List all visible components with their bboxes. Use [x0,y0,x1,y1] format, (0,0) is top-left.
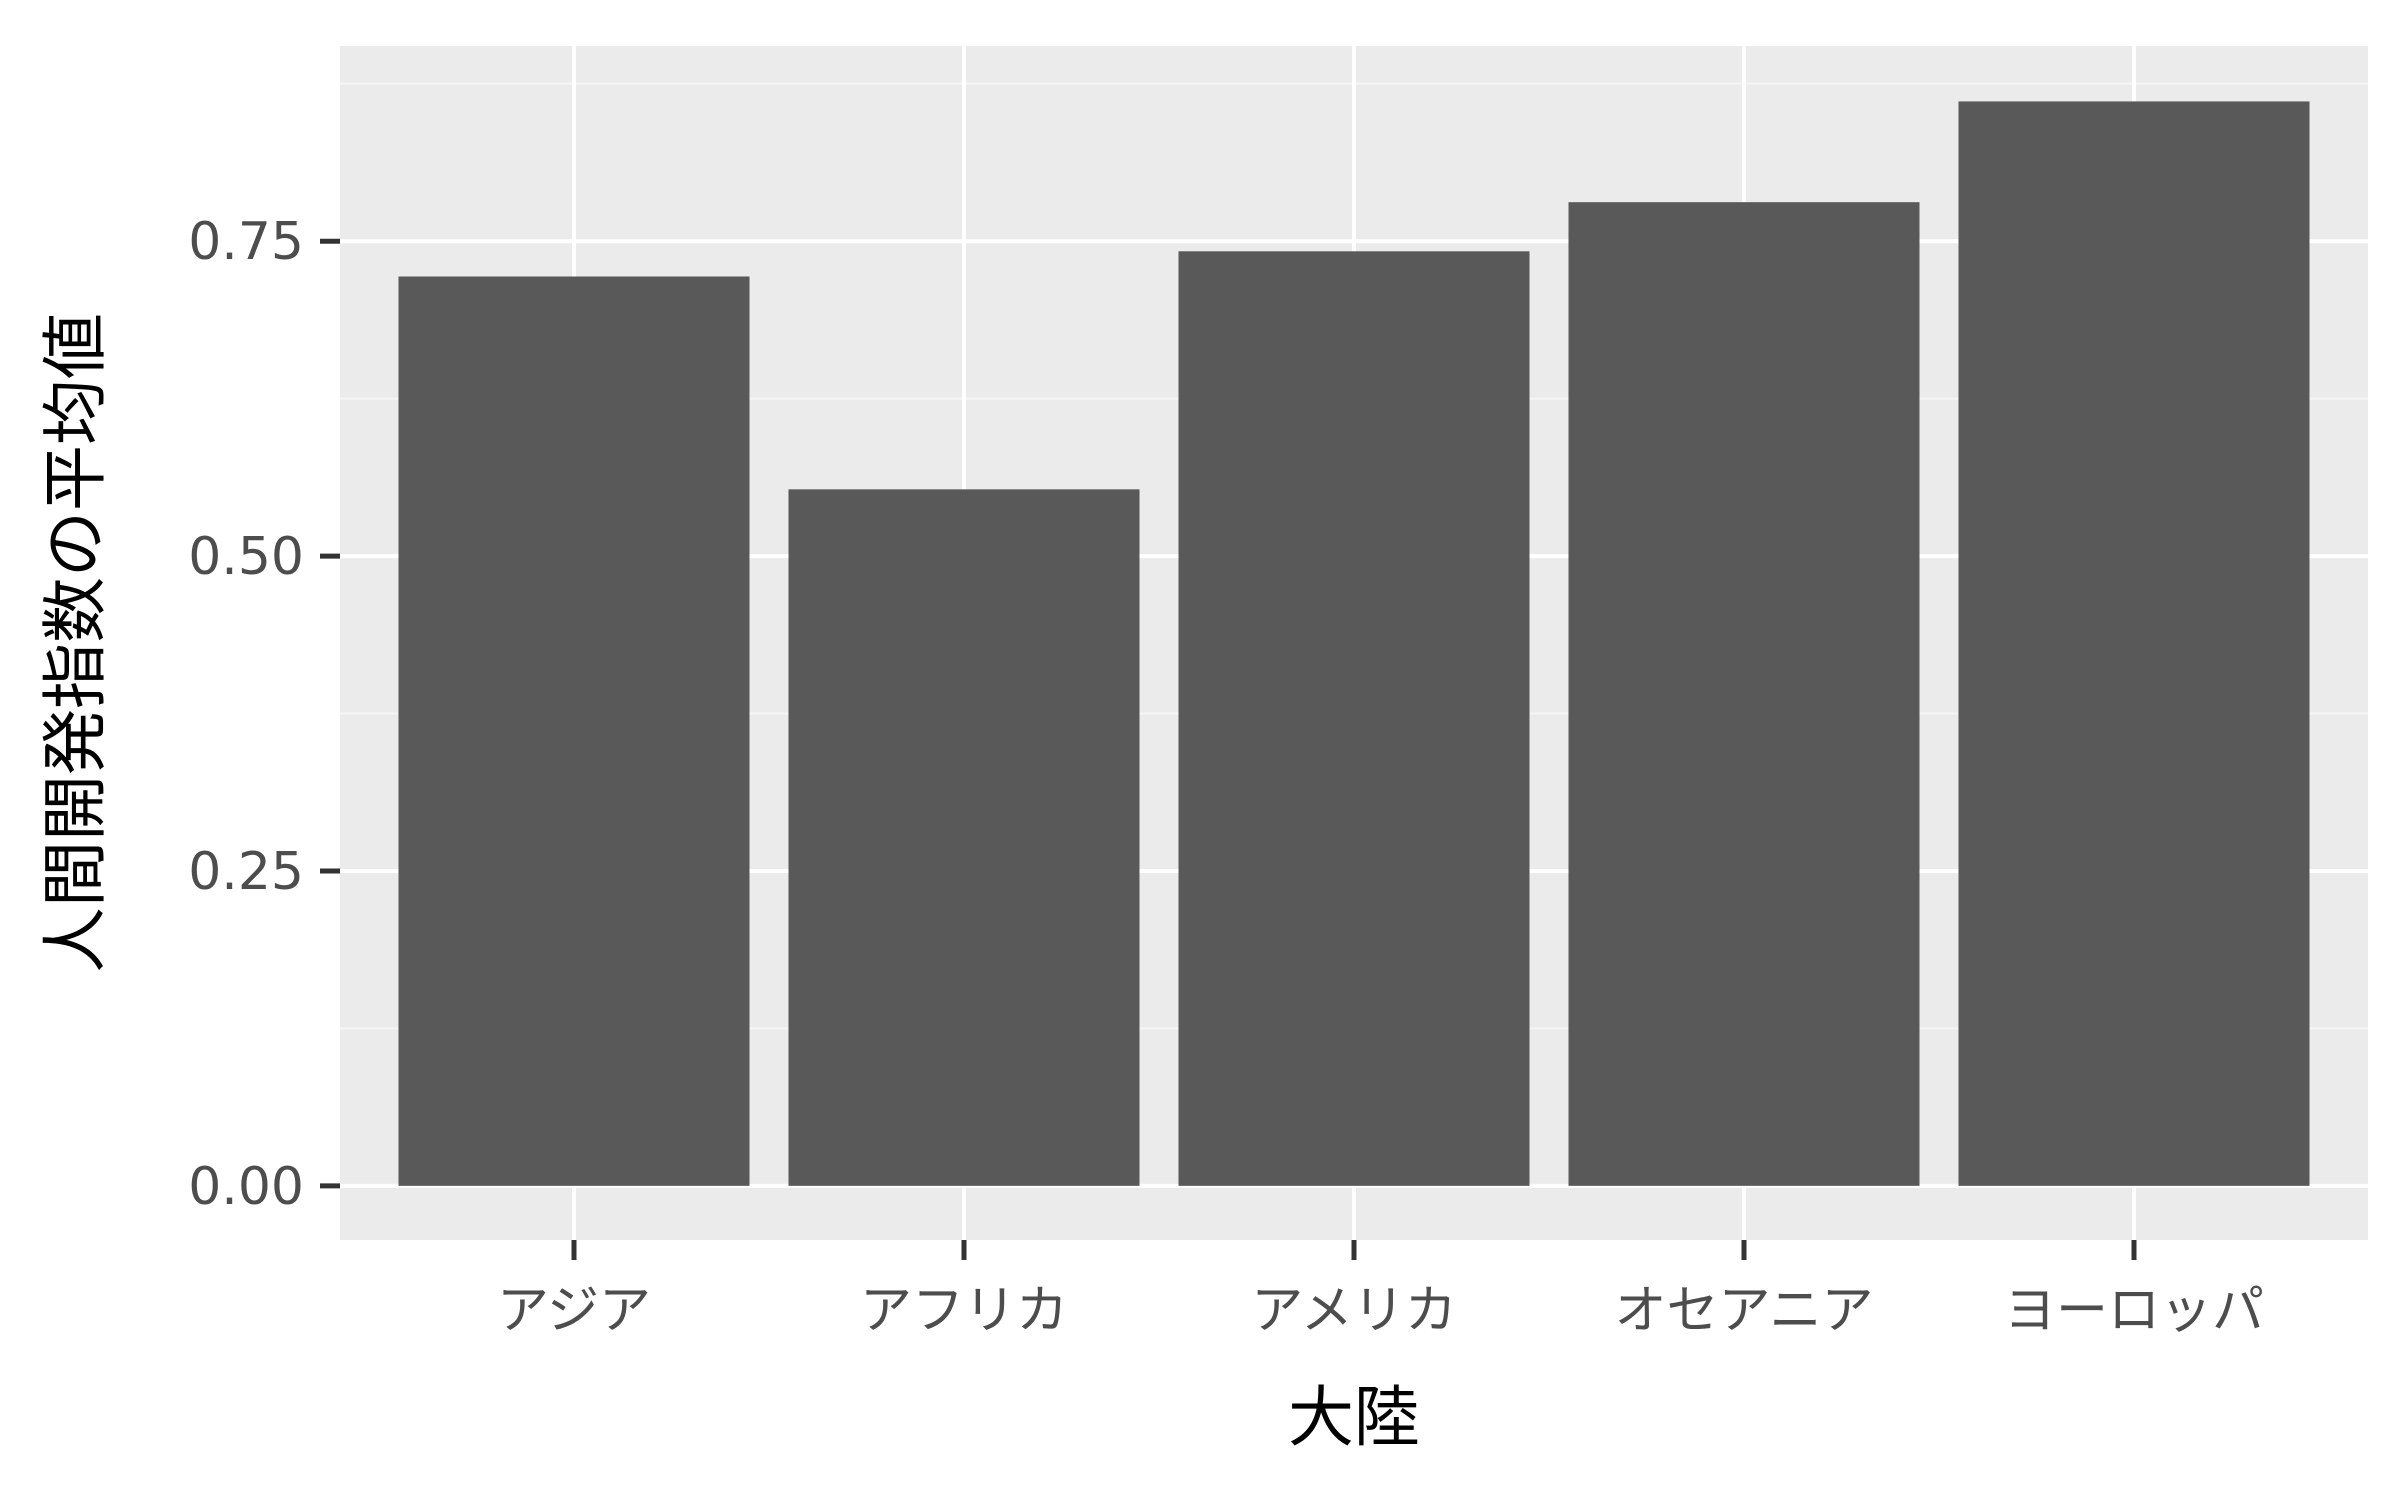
x-tick-label: オセアニア [1615,1281,1874,1341]
y-tick-label: 0.50 [188,527,304,587]
x-tick-label: ヨーロッパ [2004,1281,2264,1341]
x-tick-label: アメリカ [1251,1281,1456,1341]
bar [788,489,1140,1186]
y-tick-label: 0.25 [188,842,304,902]
x-axis-title: 大陸 [1288,1379,1420,1456]
bar [1958,101,2310,1186]
bar [1178,251,1530,1186]
bar [1568,202,1920,1186]
y-tick-label: 0.75 [188,212,304,272]
x-tick-label: アジア [497,1281,651,1341]
bars [398,101,2310,1186]
y-axis-title: 人間開発指数の平均値 [37,313,114,973]
x-tick-label: アフリカ [860,1281,1068,1341]
y-axis: 0.00 0.25 0.50 0.75 [188,212,340,1217]
y-tick-label: 0.00 [188,1157,304,1217]
bar [398,276,750,1186]
x-axis: アジア アフリカ アメリカ オセアニア ヨーロッパ [497,1240,2264,1341]
